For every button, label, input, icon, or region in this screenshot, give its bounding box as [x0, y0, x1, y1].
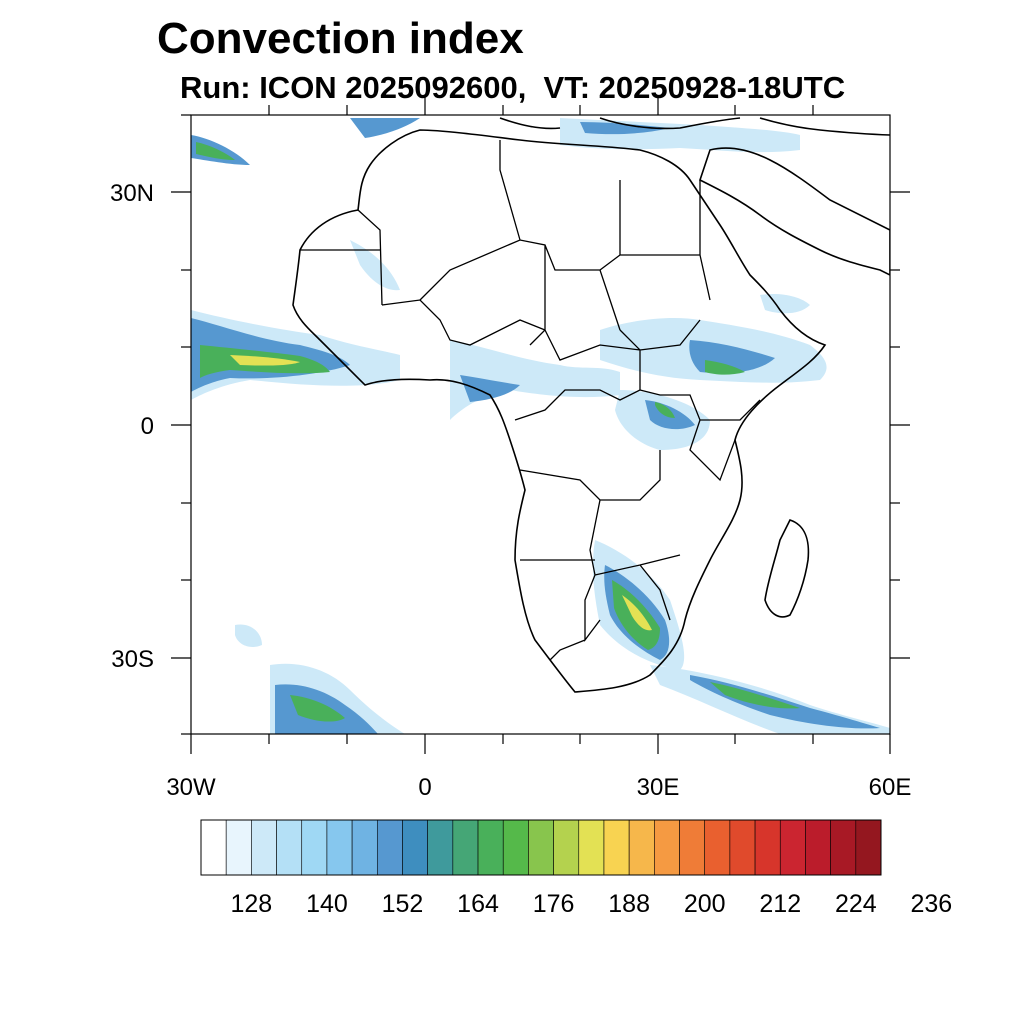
colorbar-outline [200, 819, 882, 876]
colorbar-swatch [830, 819, 857, 876]
colorbar-swatch [301, 819, 328, 876]
colorbar-swatch [654, 819, 680, 876]
colorbar-swatch [402, 819, 428, 876]
convection-core-north-atlantic [196, 142, 235, 160]
colorbar-tick-label: 224 [835, 890, 877, 918]
colorbar-swatch [200, 819, 227, 876]
colorbar-swatch [326, 819, 353, 876]
colorbar-tick-label: 128 [231, 890, 273, 918]
convection-peak-ethiopia [705, 360, 745, 375]
colorbar-swatch [553, 819, 580, 876]
colorbar-swatch [628, 819, 655, 876]
colorbar-swatch [351, 819, 378, 876]
colorbar-swatch [502, 819, 529, 876]
convection-band-indian-ocean [710, 682, 800, 709]
convection-area-guinea-core [460, 375, 520, 402]
convection-field [191, 118, 890, 734]
convection-core-mediterranean [580, 122, 670, 135]
lon-label-0: 0 [418, 774, 432, 801]
convection-area-north-atlantic [191, 135, 250, 165]
convection-area-north-top [350, 118, 420, 138]
lon-label-60e: 60E [868, 774, 912, 801]
colorbar-swatch [376, 819, 403, 876]
lat-label-30s: 30S [111, 646, 154, 673]
colorbar-swatch [679, 819, 706, 876]
convection-area-arabia [760, 294, 810, 314]
colorbar-swatch [452, 819, 479, 876]
colorbar-swatch [225, 819, 252, 876]
colorbar-tick-label: 164 [457, 890, 499, 918]
convection-band-south-atlantic [290, 695, 345, 722]
colorbar-swatch [477, 819, 504, 876]
colorbar-swatch [427, 819, 454, 876]
coastlines [292, 117, 890, 693]
colorbar-tick-label: 188 [608, 890, 650, 918]
colorbar-swatch [779, 819, 806, 876]
colorbar-tick-label: 236 [911, 890, 953, 918]
convection-core-indian-ocean [690, 675, 880, 729]
colorbar-swatch [729, 819, 756, 876]
country-borders [300, 140, 761, 661]
europe-coastline [499, 117, 890, 136]
convection-area-south-atlantic-blob [235, 624, 262, 647]
lat-label-30n: 30N [109, 180, 154, 207]
madagascar-coastline [764, 519, 810, 618]
colorbar-tick-label: 212 [759, 890, 801, 918]
convection-peak-west-atlantic [230, 355, 300, 366]
convection-area-sahara [350, 240, 400, 291]
axis-ticks [171, 95, 910, 754]
africa-coastline [292, 129, 827, 693]
colorbar-swatch [805, 819, 831, 876]
colorbar-swatch [603, 819, 630, 876]
colorbar-tick-label: 152 [382, 890, 424, 918]
colorbar-swatch [251, 819, 277, 876]
border-line [300, 140, 761, 661]
map-frame [190, 114, 891, 735]
colorbar-swatch [578, 819, 605, 876]
convection-peak-southern-africa [622, 595, 652, 631]
colorbar-swatch [855, 819, 882, 876]
map-title: Convection index [157, 14, 524, 63]
colorbar-swatch [276, 819, 303, 876]
map-subtitle: Run: ICON 2025092600, VT: 20250928-18UTC [180, 70, 846, 105]
colorbar-tick-label: 140 [306, 890, 348, 918]
colorbar: 128 140 152 164 176 188 200 212 224 236 [200, 819, 953, 918]
arabia-coastline [699, 147, 890, 276]
convection-peak-great-lakes [655, 402, 675, 418]
lon-label-30w: 30W [166, 774, 216, 801]
colorbar-swatch [704, 819, 731, 876]
convection-area-guinea [450, 340, 620, 420]
colorbar-swatch [528, 819, 554, 876]
colorbar-swatch [754, 819, 781, 876]
lat-label-0: 0 [140, 413, 154, 440]
lon-label-30e: 30E [636, 774, 680, 801]
colorbar-tick-label: 176 [533, 890, 575, 918]
colorbar-tick-label: 200 [684, 890, 726, 918]
